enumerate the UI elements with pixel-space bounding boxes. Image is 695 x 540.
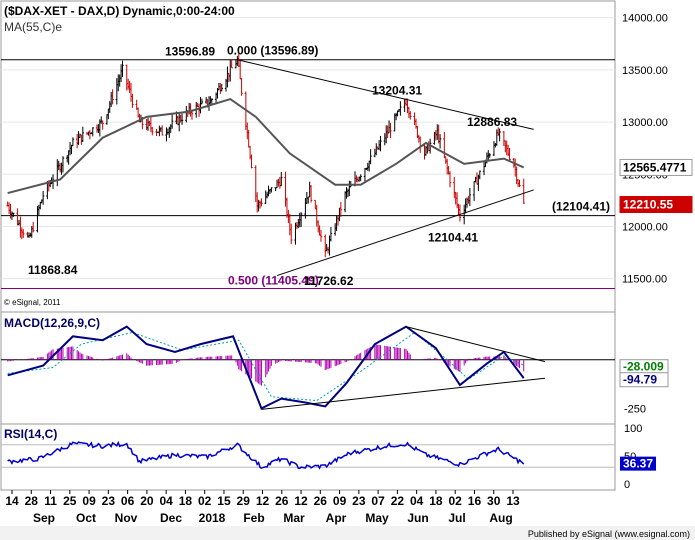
- x-month-label: Jul: [448, 511, 465, 525]
- x-tick-label: 12: [256, 494, 270, 508]
- x-tick-label: 23: [352, 494, 366, 508]
- x-tick-label: 30: [487, 494, 501, 508]
- rsi-line: [7, 440, 525, 470]
- level-label: (12104.41): [552, 200, 610, 214]
- rsi-tick-label: 0: [624, 479, 630, 491]
- level-label: 0.000 (13596.89): [227, 44, 318, 58]
- x-month-label: May: [365, 511, 389, 525]
- rsi-badge: [620, 456, 656, 471]
- price-badge: [619, 158, 693, 176]
- x-tick-label: 04: [159, 494, 173, 508]
- x-tick-label: 09: [333, 494, 347, 508]
- price-trendline: [276, 189, 534, 277]
- x-tick-label: 23: [102, 494, 116, 508]
- x-tick-label: 25: [63, 494, 77, 508]
- x-tick-label: 18: [429, 494, 443, 508]
- x-month-label: 2018: [199, 511, 226, 525]
- x-month-label: Feb: [243, 511, 264, 525]
- macd-line: [7, 325, 525, 410]
- footer-credit: Published by eSignal (www.esignal.com): [528, 529, 690, 539]
- watermark: © eSignal, 2011: [4, 298, 61, 307]
- macd-badge-label: -28.009: [623, 360, 664, 374]
- grid-lines: [1, 17, 615, 280]
- x-tick-label: 26: [314, 494, 328, 508]
- price-tick-label: 12000.00: [622, 221, 668, 233]
- rsi-tick-label: 100: [624, 423, 642, 435]
- x-month-label: Apr: [326, 511, 347, 525]
- x-tick-label: 14: [5, 494, 19, 508]
- ma-55-line: [7, 98, 525, 195]
- rsi-layer: [1, 440, 615, 470]
- macd-signal-line: [7, 331, 524, 402]
- ma-label: MA(55,C)e: [4, 20, 62, 34]
- x-month-label: Oct: [76, 511, 96, 525]
- chart-panes: [0, 0, 616, 491]
- x-tick-label: 12: [294, 494, 308, 508]
- price-layer: 0.000 (13596.89) (12104.41) 0.500 (11405.4…: [1, 44, 615, 290]
- x-tick-label: 13: [506, 494, 520, 508]
- price-badge: [619, 195, 693, 213]
- macd-layer: [1, 325, 615, 410]
- macd-label: MACD(12,26,9,C): [4, 316, 100, 330]
- x-tick-label: 02: [198, 494, 212, 508]
- x-tick-label: 06: [121, 494, 135, 508]
- x-tick-label: 02: [449, 494, 463, 508]
- price-tick-label: 14000.00: [622, 13, 668, 25]
- price-badge-label: 12210.55: [623, 197, 673, 211]
- x-tick-label: 29: [237, 494, 251, 508]
- price-tick-label: 11500.00: [622, 274, 667, 286]
- x-tick-label: 22: [391, 494, 405, 508]
- x-tick-label: 15: [217, 494, 231, 508]
- x-tick-label: 18: [179, 494, 193, 508]
- price-annotation: 13596.89: [165, 45, 215, 59]
- x-month-label: Nov: [115, 511, 138, 525]
- price-annotation: 11868.84: [28, 263, 78, 277]
- x-month-label: Mar: [283, 511, 305, 525]
- x-month-label: Sep: [33, 511, 55, 525]
- macd-trendline: [261, 377, 546, 410]
- x-month-label: Dec: [160, 511, 182, 525]
- rsi-badge-label: 36.37: [623, 457, 653, 471]
- level-label: 0.500 (11405.49): [228, 274, 319, 288]
- x-tick-label: 16: [468, 494, 482, 508]
- macd-tick-label: -250: [624, 403, 646, 415]
- macd-badge-label: -94.79: [623, 373, 657, 387]
- price-annotation: 13204.31: [372, 84, 422, 98]
- x-tick-label: 28: [25, 494, 39, 508]
- rsi-pane: [0, 423, 616, 491]
- x-tick-label: 26: [275, 494, 289, 508]
- macd-badge: [619, 372, 669, 388]
- x-month-label: Jun: [407, 511, 428, 525]
- x-month-label: Aug: [489, 511, 512, 525]
- rsi-label: RSI(14,C): [4, 427, 57, 441]
- x-tick-label: 04: [410, 494, 424, 508]
- x-tick-label: 09: [82, 494, 96, 508]
- axis-layer: 14000.0013500.0013000.0012500.0012000.00…: [5, 13, 693, 525]
- chart-title: ($DAX-XET - DAX,D) Dynamic,0:00-24:00: [4, 4, 235, 18]
- x-tick-label: 07: [371, 494, 385, 508]
- price-annotation: 12104.41: [428, 231, 478, 245]
- price-badge-label: 12565.4771: [623, 160, 687, 174]
- x-tick-label: 20: [140, 494, 154, 508]
- price-trendline: [237, 59, 534, 130]
- price-annotation: 12886.83: [467, 115, 517, 129]
- macd-trendline: [405, 326, 546, 363]
- footer-bar: [0, 526, 695, 540]
- price-annotation: 11726.62: [304, 274, 354, 288]
- price-tick-label: 13000.00: [622, 117, 668, 129]
- price-tick-label: 13500.00: [622, 65, 668, 77]
- x-tick-label: 11: [44, 494, 57, 508]
